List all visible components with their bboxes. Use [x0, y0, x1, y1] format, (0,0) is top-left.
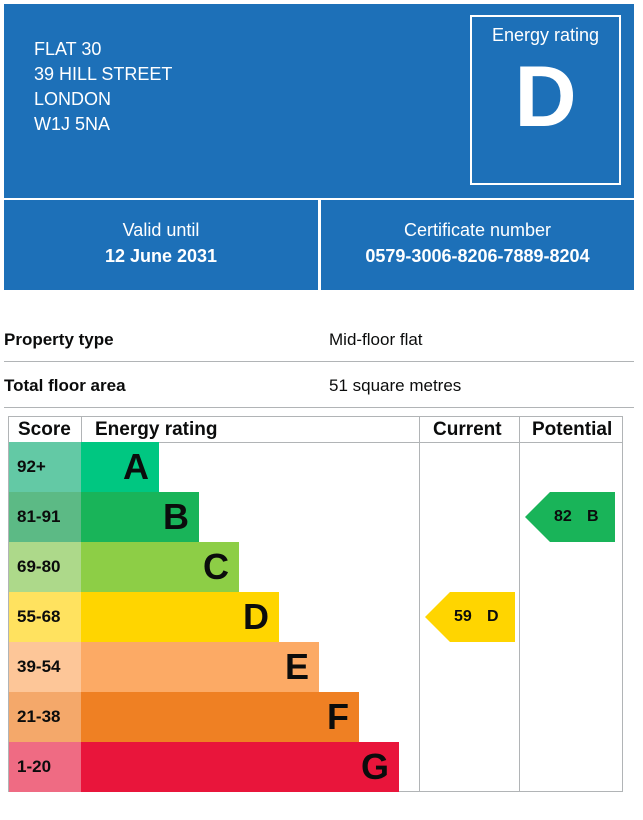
energy-rating-letter: D — [514, 49, 577, 145]
band-letter: B — [163, 496, 189, 537]
band-letter: F — [327, 696, 349, 737]
band-bar-f: F — [81, 692, 359, 742]
band-score-c: 69-80 — [9, 542, 81, 592]
potential-score: 82 — [554, 508, 572, 525]
property-type-label: Property type — [4, 330, 114, 349]
potential-rating-marker: 82 B — [525, 492, 615, 542]
address-line: W1J 5NA — [34, 114, 111, 134]
band-score-e: 39-54 — [9, 642, 81, 692]
property-type-value: Mid-floor flat — [329, 330, 423, 349]
energy-rating-chart: Score Energy rating Current Potential 92… — [8, 416, 623, 792]
band-bar-c: C — [81, 542, 239, 592]
column-divider — [419, 417, 420, 792]
certificate-panel: Certificate number 0579-3006-8206-7889-8… — [321, 200, 634, 290]
energy-rating-label: Energy rating — [491, 25, 600, 45]
column-divider — [519, 417, 520, 792]
band-letter: E — [284, 646, 309, 687]
band-score-a: 92+ — [9, 442, 81, 492]
valid-until-panel: Valid until 12 June 2031 — [4, 200, 318, 290]
band-score-b: 81-91 — [9, 492, 81, 542]
header-energy-rating: Energy rating — [95, 419, 218, 440]
energy-rating-box: Energy rating D — [470, 15, 621, 185]
current-score: 59 — [454, 608, 472, 625]
band-bar-d: D — [81, 592, 279, 642]
certificate-number-label: Certificate number — [403, 220, 552, 240]
band-bar-g: G — [81, 742, 399, 792]
certificate-number: 0579-3006-8206-7889-8204 — [365, 246, 590, 266]
band-score-f: 21-38 — [9, 692, 81, 742]
potential-letter: B — [587, 508, 599, 525]
band-bar-a: A — [81, 442, 159, 492]
current-marker-shape — [425, 592, 515, 642]
floor-area-label: Total floor area — [4, 376, 126, 395]
address-line: LONDON — [34, 89, 112, 109]
header-score: Score — [18, 419, 71, 440]
address-line: 39 HILL STREET — [34, 64, 173, 84]
band-letter: C — [203, 546, 229, 587]
address-line: FLAT 30 — [34, 39, 102, 59]
band-letter: A — [123, 446, 149, 487]
current-rating-marker: 59 D — [425, 592, 515, 642]
potential-marker-shape — [525, 492, 615, 542]
band-score-d: 55-68 — [9, 592, 81, 642]
header-panel: FLAT 30 39 HILL STREET LONDON W1J 5NA En… — [4, 4, 634, 198]
band-bar-b: B — [81, 492, 199, 542]
header-potential: Potential — [532, 419, 613, 440]
header-divider — [9, 442, 622, 443]
valid-until-label: Valid until — [122, 220, 200, 240]
floor-area-value: 51 square metres — [329, 376, 462, 395]
band-bar-e: E — [81, 642, 319, 692]
floor-area-row: Total floor area 51 square metres — [4, 362, 634, 408]
band-score-g: 1-20 — [9, 742, 81, 792]
band-letter: G — [360, 746, 389, 787]
band-letter: D — [243, 596, 269, 637]
property-address: FLAT 30 39 HILL STREET LONDON W1J 5NA — [34, 37, 172, 137]
property-type-row: Property type Mid-floor flat — [4, 316, 634, 362]
current-letter: D — [487, 608, 499, 625]
valid-until-date: 12 June 2031 — [104, 246, 218, 266]
header-current: Current — [433, 419, 502, 440]
